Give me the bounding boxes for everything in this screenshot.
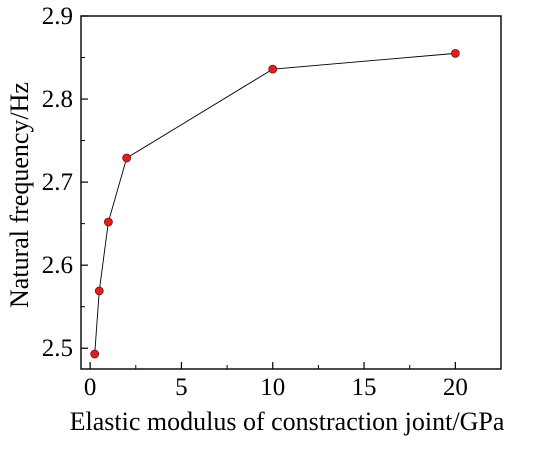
x-tick-label: 15: [352, 374, 377, 401]
plot-area-frame: [80, 15, 502, 370]
data-point: [103, 217, 113, 227]
y-axis-ticks: 2.5 2.6 2.7 2.8 2.9: [42, 3, 88, 362]
data-points: [90, 48, 460, 359]
y-tick-label: 2.6: [42, 252, 73, 279]
data-point: [122, 153, 132, 163]
y-tick-label: 2.7: [42, 169, 73, 196]
data-point: [268, 64, 278, 74]
data-point: [450, 48, 460, 58]
x-tick-label: 10: [260, 374, 285, 401]
series-line: [94, 52, 456, 355]
data-point: [90, 349, 100, 359]
x-tick-label: 20: [443, 374, 468, 401]
data-point: [94, 286, 104, 296]
y-tick-label: 2.9: [42, 3, 73, 30]
x-tick-label: 5: [175, 374, 188, 401]
y-tick-label: 2.5: [42, 335, 73, 362]
y-tick-label: 2.8: [42, 86, 73, 113]
x-tick-label: 0: [84, 374, 97, 401]
x-axis-title: Elastic modulus of constraction joint/GP…: [70, 407, 505, 436]
x-axis-ticks: 0 5 10 15 20: [84, 362, 468, 401]
y-axis-title: Natural frequency/Hz: [5, 82, 34, 308]
